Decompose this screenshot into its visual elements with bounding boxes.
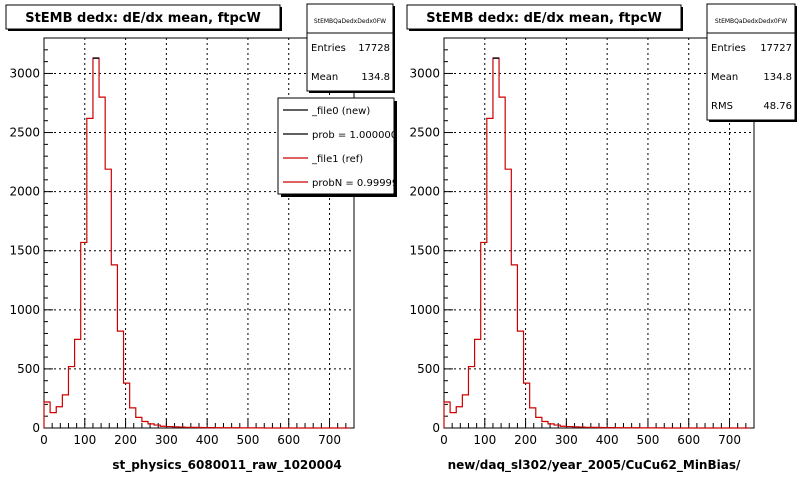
y-tick-label: 1000 [9,303,40,317]
stats-value: 134.8 [361,72,390,83]
legend-box [277,97,395,195]
stats-value: 134.8 [763,72,792,83]
y-tick-label: 0 [32,421,40,435]
legend-entry-label: prob = 1.000000 [312,130,397,141]
plot-frame [43,37,355,429]
chart-title: StEMB dedx: dE/dx mean, ftpcW [25,11,261,26]
legend-entry-label: _file1 (ref) [311,154,363,165]
title-box [406,4,682,30]
y-tick-label: 1500 [409,244,440,258]
stats-value: 17728 [358,43,390,54]
y-tick-label: 500 [417,362,440,376]
panels: 0 100 200 300 400 500 600 700050010001500200025… [5,3,797,473]
y-axis-ticks [44,37,53,429]
x-tick-label: 600 [677,433,700,447]
x-tick-label: 500 [636,433,659,447]
stats-value: 48.76 [763,101,792,112]
y-tick-label: 1500 [9,244,40,258]
x-tick-label: 400 [596,433,619,447]
y-tick-label: 2500 [9,126,40,140]
chart-panel-1: 0 100 200 300 400 500 600 700 0 500 1000 1500 2000 25… [5,3,405,473]
x-tick-label: 300 [555,433,578,447]
y-axis-ticks [444,37,453,429]
title-box [5,4,281,30]
chart-panel-2: 0 100 200 300 400 500 600 700 0 500 1000 1500 2000 25… [406,3,797,473]
x-axis-ticks [43,418,355,428]
x-axis-label: st_physics_6080011_raw_1020004 [112,458,341,473]
y-tick-label: 2000 [9,185,40,199]
x-tick-label: 100 [73,433,96,447]
y-tick-label: 2500 [409,126,440,140]
stats-label: RMS [711,101,733,112]
stats-label: Entries [711,43,746,54]
y-tick-label: 0 [432,421,440,435]
plot-frame [443,37,755,429]
legend: _file0 (new) prob = 1.000000 _file1 (ref) p… [277,97,405,197]
chart-title: StEMB dedx: dE/dx mean, ftpcW [426,11,662,26]
y-tick-label: 3000 [9,66,40,80]
legend-entry-label: _file0 (new) [311,106,370,117]
y-tick-label: 3000 [409,66,440,80]
legend-entries: _file0 (new) prob = 1.000000 _file1 (ref) p… [283,106,405,189]
stats-box-name: StEMBQaDedxDedx0FW [715,18,787,25]
x-tick-label: 600 [277,433,300,447]
x-axis-label: new/daq_sl302/year_2005/CuCu62_MinBias/ [448,458,741,473]
stats-label: Mean [311,72,338,83]
x-tick-label: 200 [514,433,537,447]
histogram-series-1 [43,57,350,429]
y-tick-label: 1000 [409,303,440,317]
stats-box-name: StEMBQaDedxDedx0FW [314,18,386,25]
x-tick-label: 400 [196,433,219,447]
y-tick-label: 2000 [409,185,440,199]
x-tick-label: 500 [236,433,259,447]
stats-value: 17727 [760,43,792,54]
histogram-series-1 [443,57,750,429]
x-tick-label: 0 [440,433,448,447]
legend-entry-label: probN = 0.999999 [312,178,405,189]
x-tick-label: 100 [473,433,496,447]
x-tick-label: 700 [318,433,341,447]
x-tick-label: 0 [40,433,48,447]
stats-box [706,3,796,121]
x-tick-label: 300 [155,433,178,447]
grid-lines [444,38,754,428]
y-tick-label: 500 [17,362,40,376]
x-tick-label: 700 [718,433,741,447]
stats-box [306,3,394,92]
stats-label: Mean [711,72,738,83]
stats-label: Entries [311,43,346,54]
x-tick-label: 200 [114,433,137,447]
